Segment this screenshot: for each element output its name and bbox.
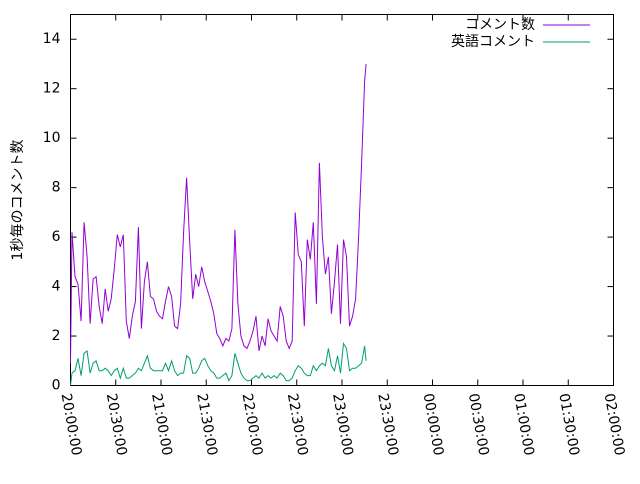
x-tick-label: 23:30:00: [374, 392, 401, 457]
x-tick-label: 21:30:00: [193, 392, 220, 457]
y-tick-label: 10: [43, 130, 61, 146]
x-tick-label: 01:30:00: [555, 392, 582, 457]
y-axis-label: 1秒毎のコメント数: [10, 140, 26, 261]
x-tick-label: 20:00:00: [58, 392, 85, 457]
y-tick-label: 8: [52, 180, 61, 196]
y-tick-label: 12: [43, 81, 61, 97]
plot-frame: [70, 14, 614, 386]
x-tick-label: 22:30:00: [284, 392, 311, 457]
y-axis: 0 2 4 6 8 10 12 14: [43, 31, 614, 394]
legend-label: コメント数: [465, 17, 535, 33]
y-tick-label: 0: [52, 378, 61, 394]
y-tick-label: 4: [52, 279, 61, 295]
x-tick-label: 00:30:00: [465, 392, 492, 457]
x-axis: 20:00:00 20:30:00 21:00:00 21:30:00 22:00:00…: [58, 14, 628, 457]
y-tick-label: 6: [52, 229, 61, 245]
series-line: [70, 63, 367, 364]
series-layer: [70, 63, 367, 386]
x-tick-label: 22:00:00: [239, 392, 266, 457]
legend-label: 英語コメント: [451, 33, 535, 50]
series-line: [70, 341, 367, 386]
x-tick-label: 00:00:00: [420, 392, 447, 457]
x-tick-label: 02:00:00: [601, 392, 628, 457]
x-tick-label: 01:00:00: [510, 392, 537, 457]
x-tick-label: 23:00:00: [329, 392, 356, 457]
x-tick-label: 21:00:00: [148, 392, 175, 457]
y-tick-label: 2: [52, 328, 61, 344]
x-tick-label: 20:30:00: [103, 392, 130, 457]
y-tick-label: 14: [43, 31, 61, 47]
